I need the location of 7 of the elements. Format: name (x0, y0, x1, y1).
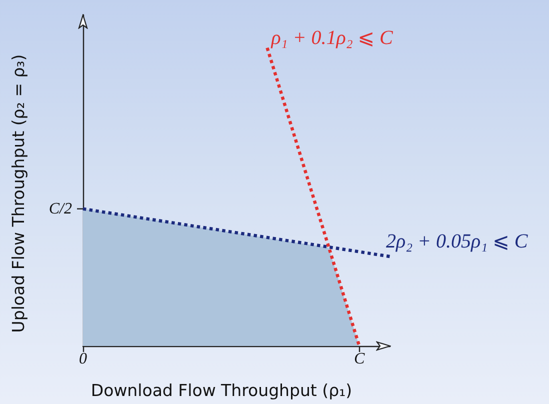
y-axis-title: Upload Flow Throughput (ρ₂ = ρ₃) (9, 54, 28, 333)
series-label: ρ₁ + 0.1ρ₂ ⩽ C (270, 26, 394, 49)
series-label: 2ρ₂ + 0.05ρ₁ ⩽ C (386, 230, 528, 253)
x-axis-title: Download Flow Throughput (ρ₁) (90, 381, 352, 400)
x-tick-label: C (354, 350, 365, 368)
x-tick-label: 0 (79, 350, 87, 368)
annotation: C/2 (48, 200, 72, 218)
